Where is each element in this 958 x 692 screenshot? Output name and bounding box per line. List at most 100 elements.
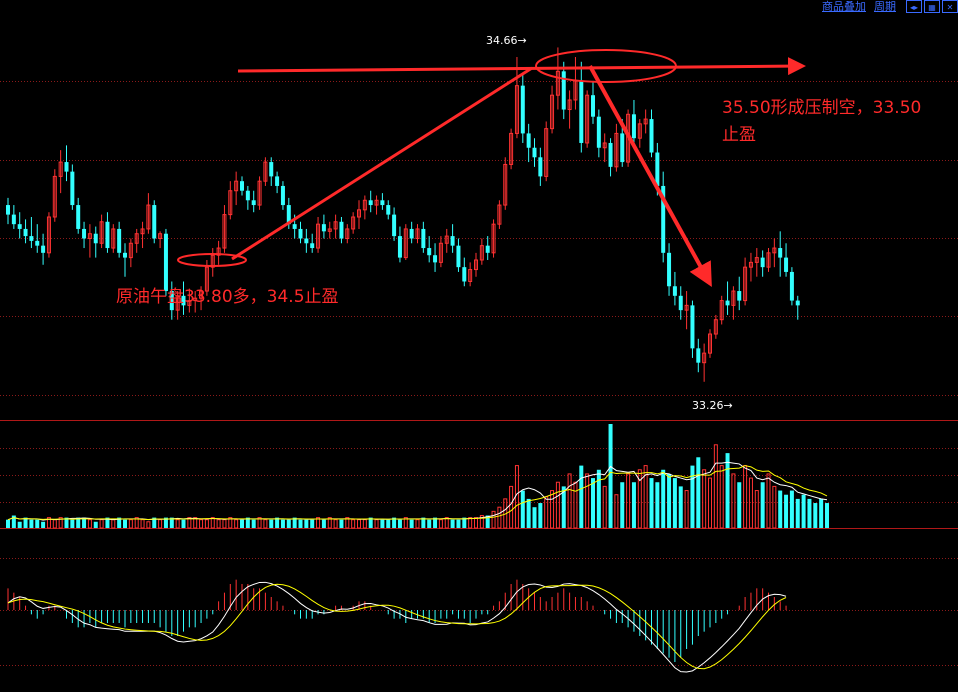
candle-body: [509, 132, 514, 165]
candle-body: [41, 245, 46, 253]
volume-bar: [813, 503, 818, 528]
candle-body: [117, 228, 122, 253]
candle-body: [17, 224, 22, 229]
candle-body: [561, 71, 566, 110]
volume-bar: [637, 469, 642, 529]
candle-body: [345, 228, 350, 239]
candle-body: [725, 300, 730, 306]
volume-bar: [17, 521, 22, 528]
volume-bar: [70, 519, 75, 528]
candle-body: [643, 118, 648, 125]
volume-bar: [286, 519, 291, 528]
volume-bar: [526, 498, 531, 528]
volume-bar: [696, 457, 701, 528]
candle-body: [292, 224, 297, 229]
candle-body: [251, 200, 256, 206]
candle-body: [93, 233, 98, 244]
candle-body: [187, 300, 192, 306]
volume-bar: [514, 465, 519, 529]
candle-body: [737, 291, 742, 301]
candle-body: [719, 300, 724, 321]
volume-bar: [251, 519, 256, 528]
arrow-left-icon[interactable]: ◂▸: [906, 0, 922, 13]
candle-body: [462, 267, 467, 282]
volume-bar: [725, 453, 730, 528]
volume-bar: [561, 486, 566, 528]
volume-bar: [409, 519, 414, 528]
candle-body: [503, 163, 508, 206]
volume-bar: [667, 473, 672, 528]
candle-body: [362, 199, 367, 211]
window-controls: ◂▸ ▦ ✕: [904, 0, 958, 14]
candle-body: [175, 295, 180, 311]
candle-body: [427, 248, 432, 256]
volume-bar: [41, 521, 46, 528]
volume-ma-line: [7, 465, 828, 521]
volume-bar: [222, 519, 227, 529]
macd-dif-line: [7, 581, 787, 673]
volume-bar: [58, 517, 63, 529]
volume-bar: [257, 517, 262, 529]
volume-bar: [386, 519, 391, 528]
candle-body: [210, 254, 215, 268]
volume-bar: [649, 478, 654, 528]
candle-body: [678, 295, 683, 311]
candle-body: [614, 132, 619, 168]
candle-body: [631, 114, 636, 139]
volume-bar: [807, 498, 812, 528]
candle-body: [579, 80, 584, 143]
candle-body: [111, 228, 116, 249]
period-button[interactable]: 周期: [874, 0, 896, 13]
candle-body: [222, 214, 227, 249]
candle-body: [140, 228, 145, 235]
volume-bar: [105, 517, 110, 528]
volume-bar: [555, 481, 560, 529]
candle-body: [637, 123, 642, 139]
volume-bar: [181, 519, 186, 528]
short-trade-annotation-line1: 35.50形成压制空，33.50: [722, 98, 922, 118]
volume-bar: [737, 482, 742, 528]
candle-body: [474, 259, 478, 271]
candle-body: [263, 161, 268, 182]
volume-bar: [169, 517, 174, 528]
candle-body: [684, 304, 689, 311]
volume-bar: [397, 519, 402, 528]
volume-bar: [64, 517, 69, 528]
candle-body: [29, 236, 34, 241]
candle-body: [199, 290, 204, 299]
volume-bar: [193, 517, 198, 529]
volume-bar: [760, 482, 765, 528]
volume-bar: [479, 515, 484, 529]
volume-bar: [23, 517, 28, 528]
volume-bar: [216, 519, 221, 529]
volume-bar: [339, 519, 344, 528]
candle-body: [491, 223, 496, 254]
candle-body: [789, 271, 794, 301]
volume-bar: [152, 517, 157, 528]
volume-bar: [128, 519, 133, 529]
volume-bar: [743, 465, 748, 529]
candle-body: [298, 228, 303, 239]
candle-body: [216, 247, 221, 256]
candle-body: [795, 300, 800, 306]
overlay-button[interactable]: 商品叠加: [822, 0, 866, 13]
candle-body: [228, 190, 233, 216]
candle-body: [181, 295, 186, 306]
volume-bar: [123, 519, 127, 528]
candle-body: [479, 245, 484, 261]
volume-ma-line: [7, 461, 828, 521]
candle-body: [87, 233, 92, 239]
candle-body: [52, 175, 57, 218]
grid-icon[interactable]: ▦: [924, 0, 940, 13]
candle-body: [64, 162, 69, 172]
volume-bar: [772, 485, 777, 529]
candle-body: [6, 205, 10, 215]
short-trade-annotation-line2: 止盈: [722, 125, 756, 145]
volume-bar: [310, 519, 315, 528]
candle-body: [123, 252, 127, 258]
volume-bar: [602, 485, 607, 529]
volume-bar: [789, 490, 794, 528]
candle-body: [409, 228, 414, 239]
volume-bar: [708, 477, 712, 529]
